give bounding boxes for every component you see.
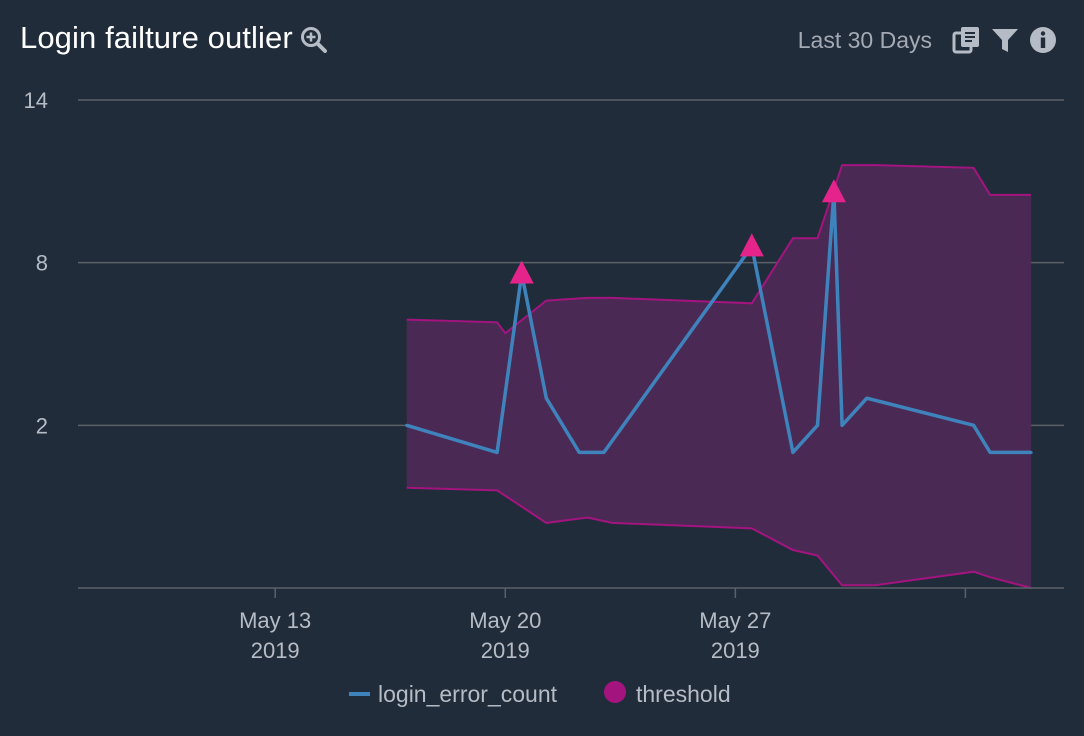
header-title-row: Login failture outlier [20, 14, 329, 62]
time-range-label[interactable]: Last 30 Days [797, 26, 932, 53]
login-error-count-line [405, 190, 1033, 455]
x-tick-label-2: May 27 [699, 608, 771, 633]
data-point-10 [840, 423, 844, 427]
info-icon[interactable] [1028, 25, 1058, 55]
data-point-1 [495, 450, 499, 454]
y-tick-label-14: 14 [24, 88, 48, 113]
legend-swatch-threshold [604, 681, 626, 703]
data-point-0 [405, 423, 409, 427]
x-tick-year-1: 2019 [481, 638, 530, 663]
data-point-7 [791, 450, 795, 454]
outlier-marker-0 [509, 260, 534, 284]
data-point-5 [602, 450, 606, 454]
x-tick-label-1: May 20 [469, 608, 541, 633]
data-point-4 [577, 450, 581, 454]
outlier-marker-1 [739, 233, 764, 257]
x-tick-label-0: May 13 [239, 608, 311, 633]
x-tick-year-2: 2019 [711, 638, 760, 663]
outlier-marker-2 [821, 179, 846, 203]
threshold-lower-edge [406, 486, 1032, 589]
data-point-8 [816, 423, 819, 427]
zoom-in-icon[interactable] [299, 25, 329, 55]
data-point-14 [1029, 450, 1033, 454]
threshold-upper-edge [406, 164, 1032, 335]
data-point-12 [972, 423, 976, 427]
data-point-3 [544, 396, 548, 400]
threshold-band-area [406, 165, 1032, 588]
data-point-13 [988, 450, 992, 454]
y-tick-label-8: 8 [36, 251, 48, 276]
filter-icon[interactable] [990, 25, 1020, 55]
threshold-band [406, 164, 1032, 589]
axes: 14 8 2 May 13 2019 May 20 2019 May 27 2019 [24, 88, 1064, 663]
data-point-11 [865, 396, 869, 400]
legend-item-login-error-count[interactable]: login_error_count [349, 681, 558, 707]
copy-icon[interactable] [952, 25, 982, 55]
chart-toolbar: Last 30 Days [798, 20, 1058, 60]
legend-item-threshold[interactable]: threshold [604, 681, 731, 707]
legend-label-login-error-count: login_error_count [378, 681, 558, 707]
outlier-markers [509, 179, 846, 284]
chart-title: Login failture outlier [20, 20, 293, 55]
y-tick-label-2: 2 [36, 413, 48, 438]
legend-label-threshold: threshold [636, 681, 731, 707]
legend: login_error_count threshold [349, 681, 731, 707]
x-tick-year-0: 2019 [251, 638, 300, 663]
